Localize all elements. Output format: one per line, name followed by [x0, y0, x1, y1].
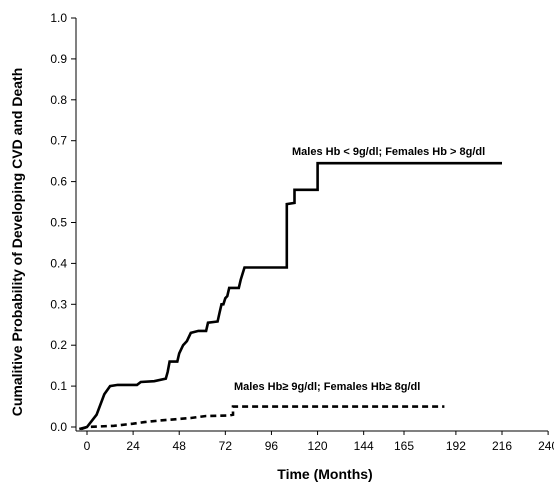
x-tick-label: 144 — [354, 439, 374, 453]
x-tick-label: 192 — [446, 439, 466, 453]
x-tick-label: 216 — [492, 439, 512, 453]
y-axis-ticks: 0.0 0.1 0.2 0.3 0.4 0.5 0.6 0.7 0.8 0.9 1.0 — [50, 11, 76, 434]
x-tick-label: 165 — [394, 439, 414, 453]
y-axis-title: Cumalitive Probability of Developing CVD… — [9, 68, 25, 417]
x-tick-label: 0 — [84, 439, 91, 453]
plot-area: 0.0 0.1 0.2 0.3 0.4 0.5 0.6 0.7 0.8 0.9 1.0 0 24 48 7… — [50, 11, 554, 453]
y-tick-label: 0.7 — [50, 134, 67, 148]
x-tick-label: 96 — [265, 439, 279, 453]
series-line-hb-low — [78, 161, 502, 431]
x-axis-title: Time (Months) — [277, 466, 372, 482]
y-tick-label: 0.4 — [50, 256, 67, 270]
x-tick-label: 120 — [308, 439, 328, 453]
x-tick-label: 48 — [173, 439, 187, 453]
x-tick-label: 240 — [538, 439, 554, 453]
y-tick-label: 1.0 — [50, 11, 67, 25]
y-tick-label: 0.6 — [50, 175, 67, 189]
y-tick-label: 0.8 — [50, 93, 67, 107]
annotation-hb-high: Males Hb≥ 9g/dl; Females Hb≥ 8g/dl — [234, 381, 420, 393]
x-tick-label: 72 — [219, 439, 233, 453]
series-line-hb-high — [80, 405, 445, 431]
y-tick-label: 0.3 — [50, 297, 67, 311]
y-tick-label: 0.1 — [50, 379, 67, 393]
y-tick-label: 0.2 — [50, 338, 67, 352]
annotation-hb-low: Males Hb < 9g/dl; Females Hb > 8g/dl — [292, 146, 485, 158]
annotation-layer: Males Hb < 9g/dl; Females Hb > 8g/dl Male… — [234, 146, 485, 393]
x-axis-ticks: 0 24 48 72 96 120 144 165 192 216 240 — [84, 431, 554, 453]
y-tick-label: 0.0 — [50, 420, 67, 434]
y-tick-label: 0.5 — [50, 216, 67, 230]
y-tick-label: 0.9 — [50, 52, 67, 66]
series-layer — [78, 161, 502, 431]
x-tick-label: 24 — [126, 439, 140, 453]
